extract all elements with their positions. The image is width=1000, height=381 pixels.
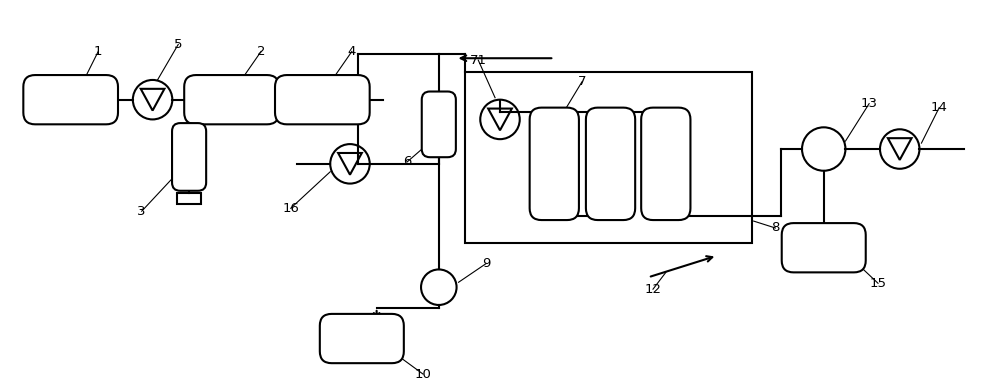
Text: 16: 16 bbox=[282, 202, 299, 215]
FancyBboxPatch shape bbox=[641, 107, 690, 220]
FancyBboxPatch shape bbox=[422, 91, 456, 157]
FancyBboxPatch shape bbox=[23, 75, 118, 124]
FancyBboxPatch shape bbox=[586, 107, 635, 220]
Text: 71: 71 bbox=[470, 54, 487, 67]
Text: 7: 7 bbox=[578, 75, 586, 88]
Text: 5: 5 bbox=[174, 38, 182, 51]
Text: 6: 6 bbox=[403, 155, 411, 168]
FancyBboxPatch shape bbox=[782, 223, 866, 272]
Text: 9: 9 bbox=[482, 257, 490, 270]
Text: 10: 10 bbox=[415, 368, 431, 381]
Bar bbox=[465, 72, 752, 243]
Text: 3: 3 bbox=[137, 205, 146, 218]
Bar bbox=[177, 194, 201, 204]
FancyBboxPatch shape bbox=[275, 75, 370, 124]
FancyBboxPatch shape bbox=[530, 107, 579, 220]
Text: 14: 14 bbox=[931, 101, 948, 114]
FancyBboxPatch shape bbox=[320, 314, 404, 363]
Text: 4: 4 bbox=[348, 45, 356, 58]
FancyBboxPatch shape bbox=[184, 75, 279, 124]
Text: 2: 2 bbox=[257, 45, 265, 58]
Text: 12: 12 bbox=[644, 283, 661, 296]
FancyBboxPatch shape bbox=[172, 123, 206, 191]
Text: 13: 13 bbox=[861, 97, 878, 110]
Text: 15: 15 bbox=[870, 277, 887, 290]
Text: 1: 1 bbox=[94, 45, 103, 58]
Text: 8: 8 bbox=[771, 221, 780, 234]
